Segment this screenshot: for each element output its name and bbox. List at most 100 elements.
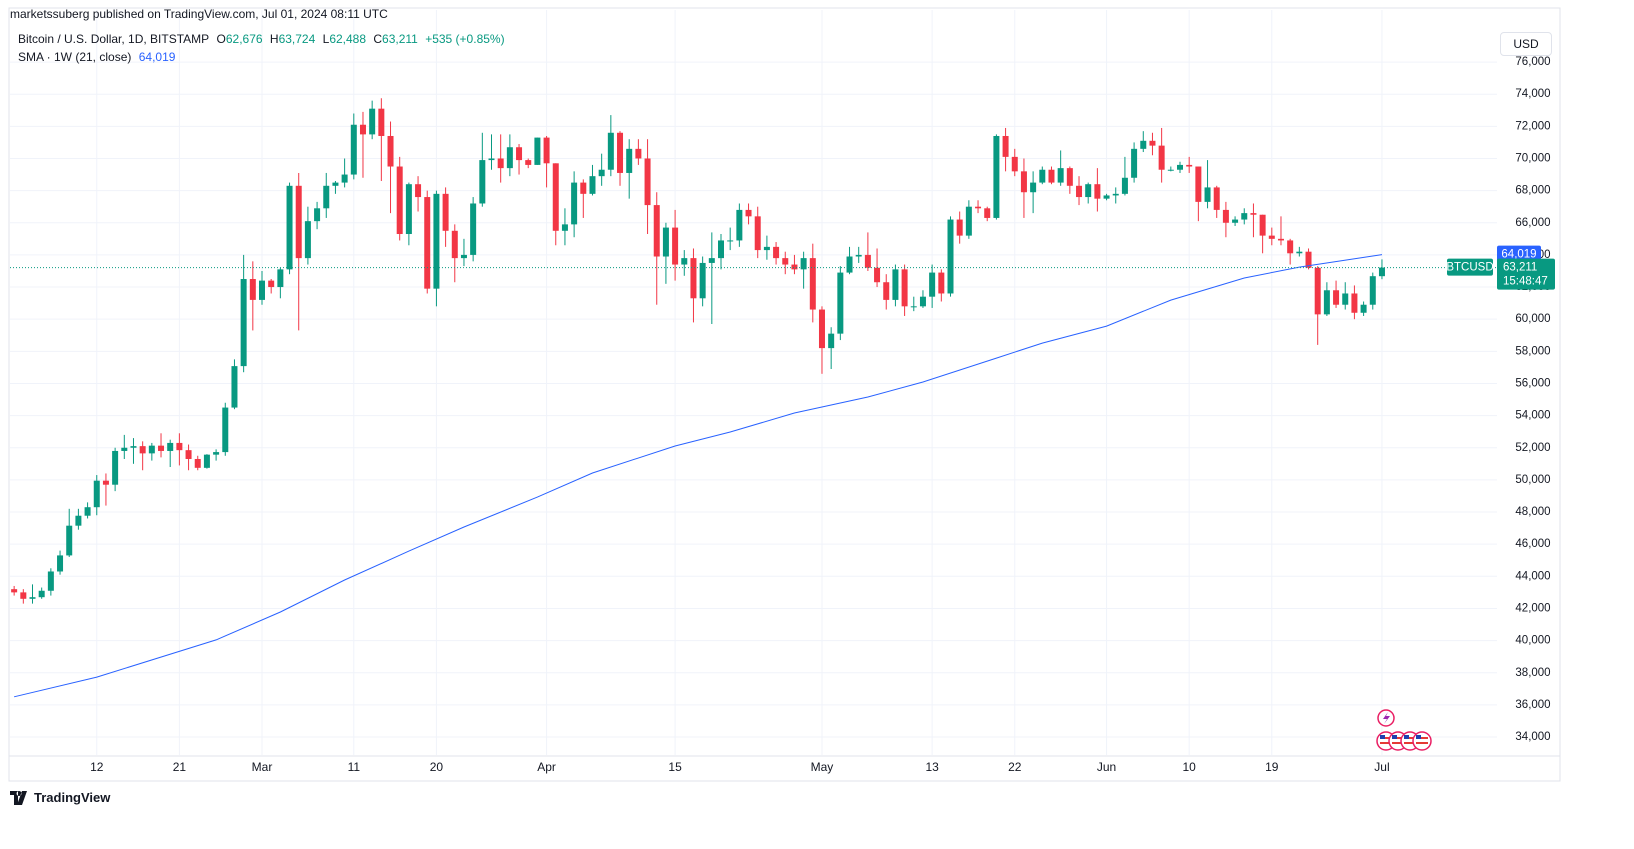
candle-body <box>38 590 45 598</box>
candle-body <box>1020 171 1027 193</box>
candle-body <box>1103 195 1110 199</box>
candle-body <box>93 480 100 508</box>
candle-body <box>148 445 155 454</box>
event-flag-blue <box>1416 735 1421 739</box>
candle-body <box>194 458 201 468</box>
candle-body <box>1232 219 1239 223</box>
candle-body <box>617 132 624 173</box>
candle-body <box>75 515 82 526</box>
candle-body <box>662 227 669 257</box>
candle-body <box>718 240 724 259</box>
candle-body <box>57 555 64 572</box>
candle-body <box>543 137 550 164</box>
event-flag-red <box>1392 742 1404 744</box>
candle-body <box>1378 267 1385 277</box>
symbol-title: Bitcoin / U.S. Dollar, 1D, BITSTAMP <box>18 32 210 46</box>
x-tick-label: 19 <box>1265 760 1279 774</box>
symbol-legend: Bitcoin / U.S. Dollar, 1D, BITSTAMP O62,… <box>18 32 509 46</box>
candle-body <box>130 446 137 448</box>
candle-body <box>809 258 816 310</box>
indicator-value: 64,019 <box>138 50 176 64</box>
candle-body <box>745 209 752 217</box>
x-tick-label: 11 <box>348 760 361 774</box>
candle-body <box>268 280 275 288</box>
y-tick-label: 34,000 <box>1515 731 1550 743</box>
indicator-name: SMA · 1W (21, close) <box>18 50 132 64</box>
ohlc-value: 62,488 <box>329 32 367 46</box>
x-tick-label: 12 <box>90 760 104 774</box>
event-flag-red <box>1404 742 1416 744</box>
candle-body <box>396 166 403 235</box>
y-tick-label: 76,000 <box>1515 56 1550 68</box>
candle-body <box>295 185 302 259</box>
candle-body <box>304 221 311 259</box>
candle-body <box>525 160 532 165</box>
candle-body <box>919 296 926 307</box>
candle-body <box>20 592 27 599</box>
candle-body <box>369 108 376 135</box>
x-tick-label: Mar <box>252 760 273 774</box>
candle-body <box>203 454 210 468</box>
countdown-text: 15:48:47 <box>1503 276 1548 288</box>
last-price-text: 63,211 <box>1503 262 1537 274</box>
ohlc-value: 62,676 <box>225 32 263 46</box>
y-tick-label: 66,000 <box>1515 217 1550 229</box>
candle-body <box>828 333 835 349</box>
event-flag-blue <box>1392 735 1397 739</box>
candle-body <box>561 224 568 231</box>
y-tick-label: 38,000 <box>1515 667 1550 679</box>
candle-body <box>1342 293 1349 305</box>
candle-body <box>681 258 688 265</box>
y-tick-label: 50,000 <box>1515 474 1550 486</box>
x-tick-label: 20 <box>430 760 444 774</box>
x-tick-label: Apr <box>537 760 556 774</box>
last-price-badge <box>1497 258 1555 290</box>
currency-button[interactable]: USD <box>1500 32 1552 56</box>
candle-body <box>350 124 357 175</box>
y-tick-label: 60,000 <box>1515 313 1550 325</box>
x-tick-label: 10 <box>1183 760 1197 774</box>
event-flag-red <box>1416 737 1428 739</box>
candle-body <box>754 216 761 251</box>
publisher-line: marketssuberg published on TradingView.c… <box>10 7 388 21</box>
candle-body <box>938 272 945 294</box>
candle-body <box>1277 238 1284 241</box>
candle-body <box>1131 148 1138 178</box>
ohlc-value: 63,724 <box>278 32 316 46</box>
candle-body <box>580 182 587 194</box>
candle-body <box>424 197 431 289</box>
candle-body <box>84 507 91 516</box>
candle-body <box>635 148 642 159</box>
candle-body <box>1030 182 1037 193</box>
candle-body <box>470 203 477 255</box>
candle-body <box>929 272 936 297</box>
candle-body <box>782 258 789 265</box>
candle-body <box>1121 177 1128 194</box>
candle-body <box>607 132 614 170</box>
candle-body <box>158 445 165 451</box>
y-tick-label: 46,000 <box>1515 538 1550 550</box>
candle-body <box>121 447 128 451</box>
candle-body <box>231 366 238 408</box>
candle-body <box>736 209 743 241</box>
candle-body <box>965 206 972 236</box>
candle-body <box>451 230 458 259</box>
candle-body <box>1204 187 1211 202</box>
candle-body <box>516 147 523 161</box>
candle-body <box>1195 166 1202 202</box>
candle-body <box>442 193 449 231</box>
candle-body <box>1333 290 1340 305</box>
candle-body <box>213 452 220 455</box>
candle-body <box>506 147 513 169</box>
candle-body <box>240 279 247 367</box>
candle-body <box>1268 235 1275 239</box>
candle-body <box>497 158 504 169</box>
candle-body <box>846 256 853 273</box>
y-tick-label: 44,000 <box>1515 570 1550 582</box>
candle-body <box>1287 240 1294 254</box>
candle-body <box>1186 164 1193 167</box>
candle-body <box>1085 184 1092 198</box>
candle-body <box>910 306 917 308</box>
ohlc-value: 63,211 <box>382 32 418 46</box>
